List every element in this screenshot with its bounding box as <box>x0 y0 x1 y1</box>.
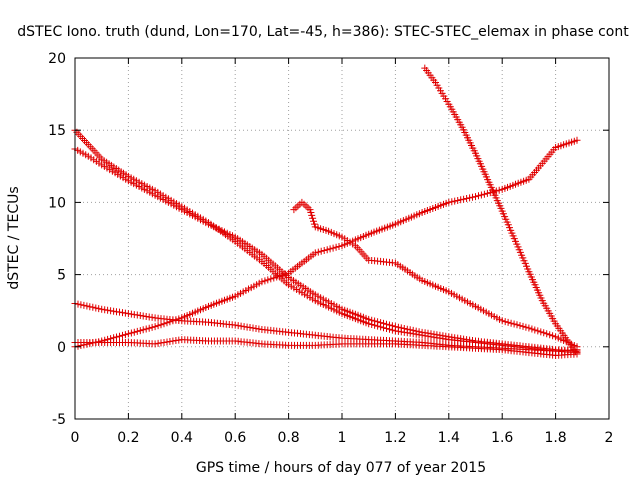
series-markers <box>71 136 581 351</box>
x-tick-label: 0.4 <box>171 430 193 446</box>
y-tick-label: 10 <box>48 195 66 211</box>
y-tick-label: 20 <box>48 51 66 67</box>
y-tick-label: 15 <box>48 123 66 139</box>
x-tick-label: 1.6 <box>491 430 513 446</box>
series-sat-d <box>290 198 581 351</box>
data-series <box>71 64 581 359</box>
x-tick-label: 1.8 <box>544 430 566 446</box>
y-tick-label: 0 <box>57 340 66 356</box>
axis-ticks: 0 0.2 0.4 0.6 0.8 1 1.2 1.4 1.6 1.8 2 -5 0 5 10 15 20 <box>48 51 613 446</box>
series-sat-e <box>421 64 581 358</box>
series-sat-g <box>71 336 581 359</box>
y-tick-label: -5 <box>52 412 66 428</box>
x-tick-label: 1.2 <box>384 430 406 446</box>
x-tick-label: 2 <box>605 430 614 446</box>
x-tick-label: 0.8 <box>277 430 299 446</box>
series-markers <box>421 64 581 358</box>
series-markers <box>290 198 581 351</box>
x-tick-label: 0.2 <box>117 430 139 446</box>
x-tick-label: 1.4 <box>438 430 460 446</box>
y-axis-label: dSTEC / TECUs <box>6 186 22 289</box>
x-tick-label: 1 <box>338 430 347 446</box>
chart-title: dSTEC Iono. truth (dund, Lon=170, Lat=-4… <box>17 24 629 40</box>
x-axis-label: GPS time / hours of day 077 of year 2015 <box>196 460 486 476</box>
series-sat-c <box>71 136 581 351</box>
y-tick-label: 5 <box>57 268 66 284</box>
series-markers <box>71 336 581 359</box>
x-tick-label: 0.6 <box>224 430 246 446</box>
x-tick-label: 0 <box>71 430 80 446</box>
